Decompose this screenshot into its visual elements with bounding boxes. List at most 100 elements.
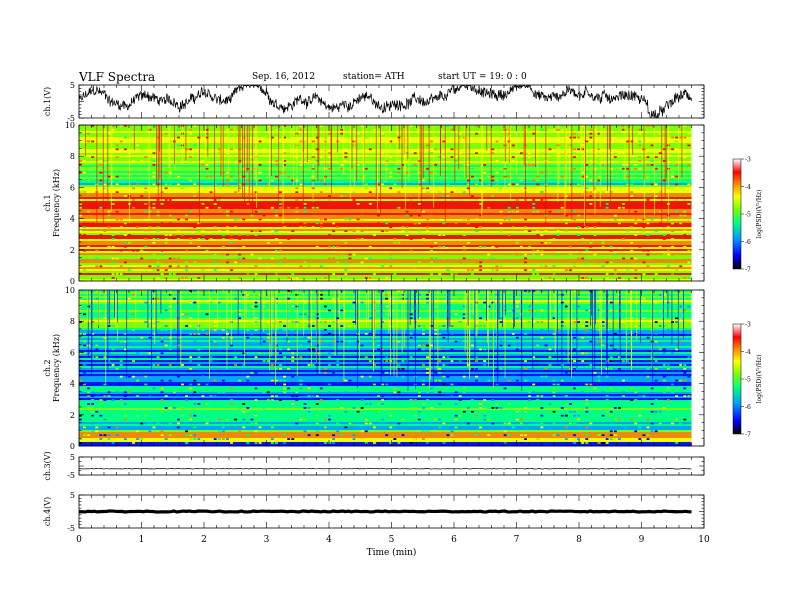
ch2-spectrogram-band [79,316,692,319]
ch2-spectrogram-cell [413,399,417,401]
ch1-spectrogram-cell [275,230,278,233]
ch2-spectrogram-cell [246,379,250,382]
ch2-spectrogram-cell [650,430,654,433]
ch1-spectrogram-cell [454,257,458,260]
ch1-spectrogram-cell [671,175,674,178]
ch2-spectrogram-cell [475,375,478,378]
ch2-spectrogram-cell [205,332,209,335]
ch2-spectrogram-cell [230,344,233,347]
ch2-spectrogram-cell [152,297,156,300]
ch2-spectrogram-cell [246,434,250,437]
ch1-spectrogram-cell [381,132,385,135]
ch2-spectrogram-cell [491,430,495,433]
ch1-spectrogram-cell [205,175,209,178]
ch1-spectrogram-cell [683,128,687,131]
ch2-spectrogram-cell [189,332,193,335]
ch1-spectrogram-cell [450,175,454,178]
ch2-spectrogram-cell [266,434,270,437]
ch2-spectrogram-cell [185,325,189,327]
ch1-spectrogram-cell [564,222,568,225]
ch1-spectrogram-cell [254,156,258,158]
ch2-spectrogram-cell [654,332,658,335]
ch2-spectrogram-cell [107,438,111,440]
ch2-spectrogram-cell [417,391,421,394]
ch1-spectrogram-cell [140,148,144,151]
ch2-spectrogram-cell [193,301,197,304]
ch2-spectrogram-cell [132,348,135,351]
ch1-spectrogram-cell [613,136,617,139]
ch2-spectrogram-cell [413,407,417,409]
ch1-spectrogram-cell [115,144,119,147]
ch2-spectrogram-cell [671,352,674,355]
ch2-spectrogram-cell [462,317,466,320]
ch2-spectrogram-cell [609,301,613,304]
ch2-spectrogram-cell [377,348,380,351]
ch2-spectrogram-cell [454,418,458,421]
ch1-spectrogram-cell [548,242,552,244]
ch1-spectrogram-cell [442,245,446,248]
ch2-spectrogram-cell [491,403,495,405]
ch2-spectrogram-cell [638,395,642,398]
ch2-spectrogram-cell [613,430,617,433]
ch2-spectrogram-cell [626,360,630,362]
ch2-spectrogram-cell [270,297,274,300]
ch1-spectrogram-cell [630,226,634,229]
ch1-spectrogram-cell [201,234,205,236]
ch2-spectrogram-cell [364,422,368,425]
ch2-spectrogram-cell [585,426,589,429]
ch2-spectrogram-cell [515,348,519,351]
ch1-spectrogram-cell [152,183,156,186]
ch2-spectrogram-cell [426,368,429,370]
ch1-spectrogram-cell [279,128,282,131]
ch2-spectrogram-cell [597,430,601,433]
ch2-spectrogram-cell [307,387,311,390]
ch1-spectrogram-cell [348,257,352,260]
ch2-spectrogram-cell [487,309,491,312]
ch2-spectrogram-cell [381,395,385,398]
ch2-spectrogram-cell [507,434,511,437]
ch1-spectrogram-cell [634,222,638,225]
ch1-spectrogram-cell [103,187,107,190]
ch1-spectrogram-cell [205,191,209,194]
ch2-spectrogram-band [79,412,692,415]
ch1-spectrogram-cell [336,171,340,174]
ch2-spectrogram-cell [577,290,581,292]
ch1-spectrogram-cell [430,249,434,252]
ch1-spectrogram-band [79,201,692,204]
ch2-spectrogram-cell [287,317,291,320]
ch2-spectrogram-cell [291,309,295,312]
ch1-spectrogram-band [79,197,692,200]
ch2-spectrogram-cell [662,352,666,355]
ch2-spectrogram-cell [87,395,91,398]
ch1-spectrogram-cell [638,156,642,158]
ch1-spectrogram-cell [479,128,483,131]
ch1-spectrogram-cell [462,249,466,252]
ch1-spectrogram-cell [662,179,666,182]
ch1-spectrogram-cell [511,183,515,186]
ch1-spectrogram-cell [254,125,258,127]
ch1-spectrogram-cell [119,226,123,229]
ch1-spectrogram-cell [524,257,527,260]
ch1-spectrogram-band [79,175,692,178]
ch2-spectrogram-cell [103,395,107,398]
ch1-spectrogram-cell [434,257,438,260]
ch2-spectrogram-band [79,342,692,345]
ch1-spectrogram-cell [368,245,372,248]
ch1-spectrogram-cell [646,199,650,201]
ch2-spectrogram-cell [307,383,311,386]
ch2-spectrogram-cell [434,371,438,374]
ch1-spectrogram-cell [238,253,242,256]
ch2-spectrogram-band [79,338,692,341]
ch2-spectrogram-cell [156,364,160,366]
ch2-spectrogram-cell [671,414,674,417]
ch1-spectrogram-cell [515,210,519,213]
ch2-spectrogram-cell [589,383,593,386]
ch2-spectrogram-cell [593,387,597,390]
ch2-spectrogram-cell [164,344,168,347]
ch2-spectrogram-cell [605,395,609,398]
ch1-spectrogram-cell [87,210,91,213]
ch2-spectrogram-cell [458,340,462,343]
ch2-spectrogram-cell [168,426,172,429]
ch2-spectrogram-cell [475,379,478,382]
ch1-spectrogram-cell [152,203,156,205]
